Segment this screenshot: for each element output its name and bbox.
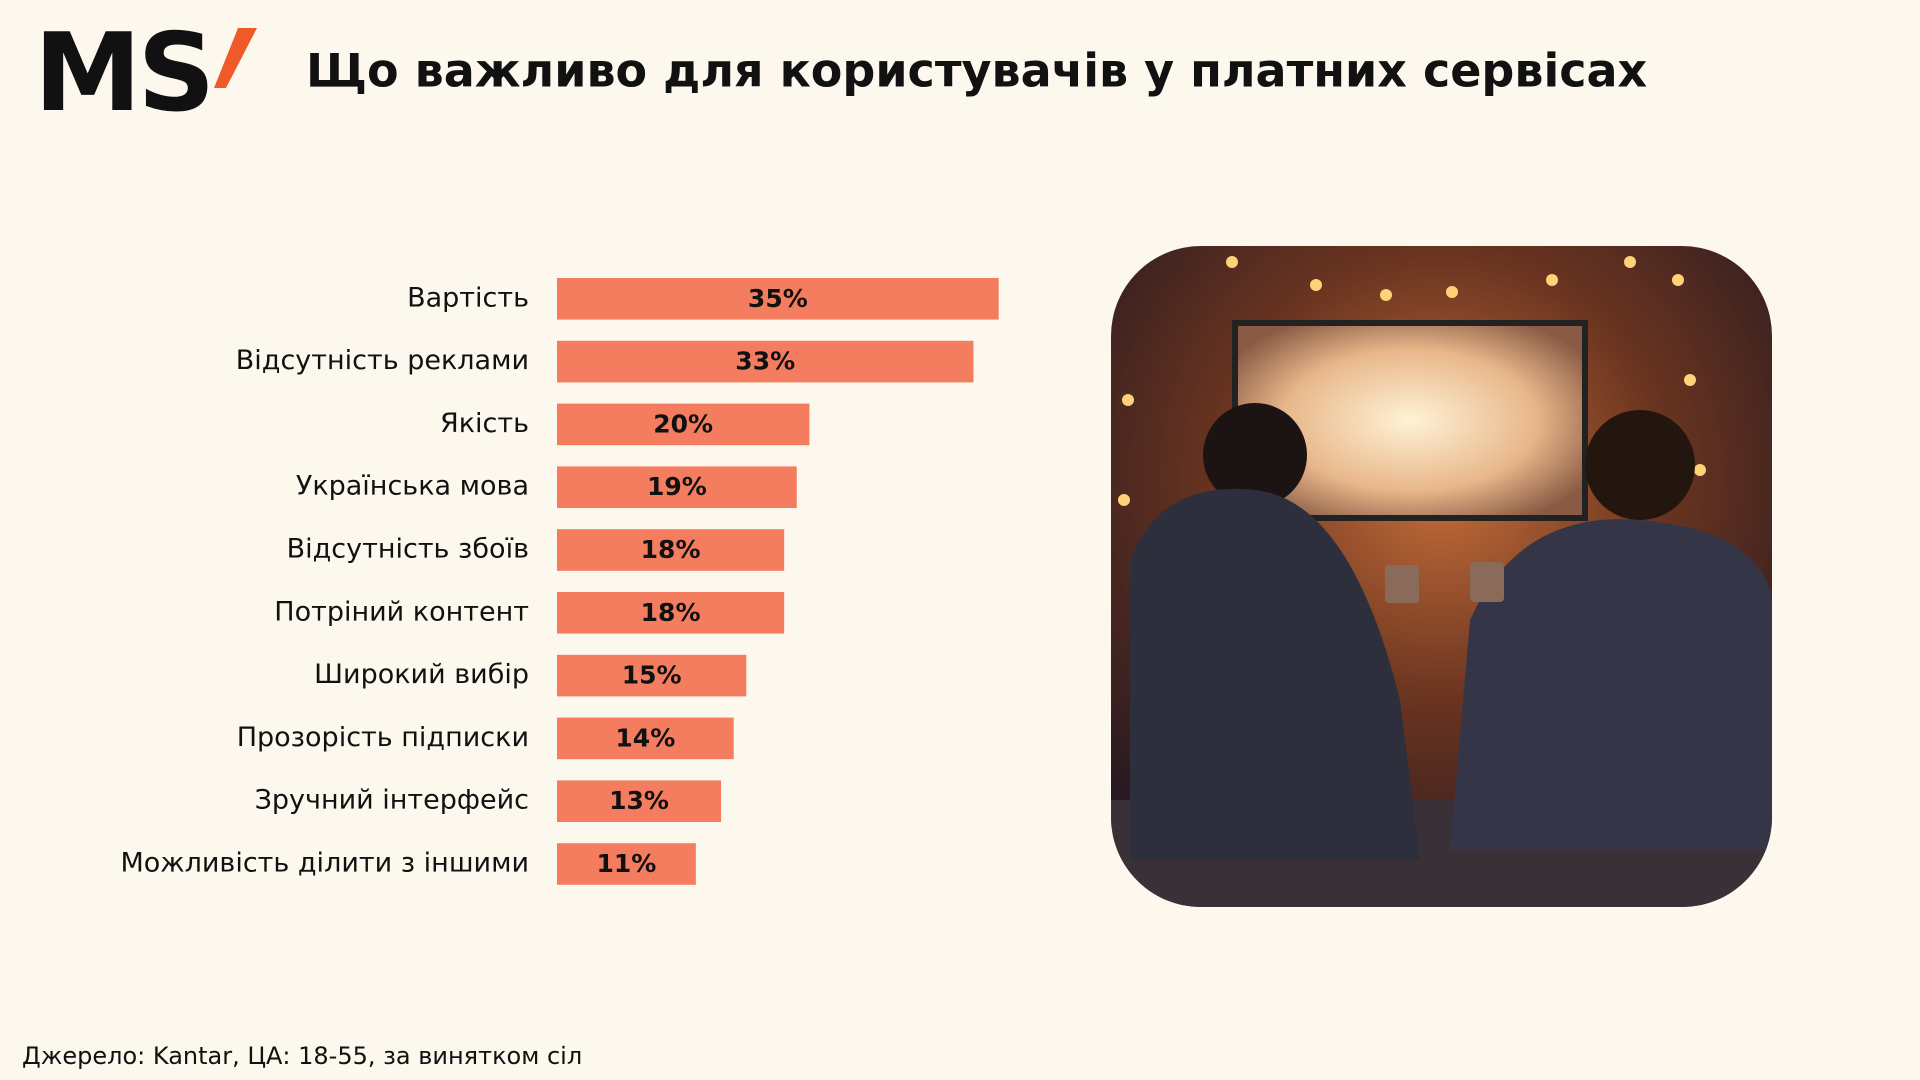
value-label: 18% xyxy=(641,598,701,627)
category-label: Можливість ділити з іншими xyxy=(120,848,529,879)
category-label: Прозорість підписки xyxy=(237,722,529,753)
value-label: 11% xyxy=(596,849,656,878)
bar xyxy=(557,780,722,822)
value-label: 19% xyxy=(647,472,707,501)
bar xyxy=(557,529,785,571)
bar xyxy=(557,340,974,383)
value-label: 33% xyxy=(735,347,795,376)
category-label: Широкий вибір xyxy=(314,659,529,690)
bar xyxy=(557,717,734,760)
bar xyxy=(557,403,810,446)
bar xyxy=(557,592,785,634)
category-label: Потріний контент xyxy=(274,596,529,627)
chart-title: Що важливо для користувачів у платних се… xyxy=(306,44,1647,98)
category-label: Вартість xyxy=(407,282,529,313)
category-label: Українська мова xyxy=(296,471,529,502)
bar xyxy=(557,466,797,508)
value-label: 15% xyxy=(622,661,682,690)
value-label: 20% xyxy=(653,409,713,438)
category-label: Зручний інтерфейс xyxy=(255,785,529,816)
value-label: 13% xyxy=(609,786,669,815)
logo-accent xyxy=(214,28,257,88)
category-label: Відсутність збоїв xyxy=(287,534,529,565)
bar xyxy=(557,843,696,885)
logo: MS xyxy=(34,11,211,136)
category-label: Якість xyxy=(440,408,529,439)
value-label: 14% xyxy=(615,723,675,752)
category-label: Відсутність реклами xyxy=(236,345,529,376)
bar xyxy=(557,278,999,320)
photo xyxy=(1111,246,1772,907)
source-note: Джерело: Kantar, ЦА: 18-55, за винятком … xyxy=(22,1042,582,1070)
value-label: 35% xyxy=(748,284,808,313)
value-label: 18% xyxy=(641,535,701,564)
bar xyxy=(557,654,747,697)
